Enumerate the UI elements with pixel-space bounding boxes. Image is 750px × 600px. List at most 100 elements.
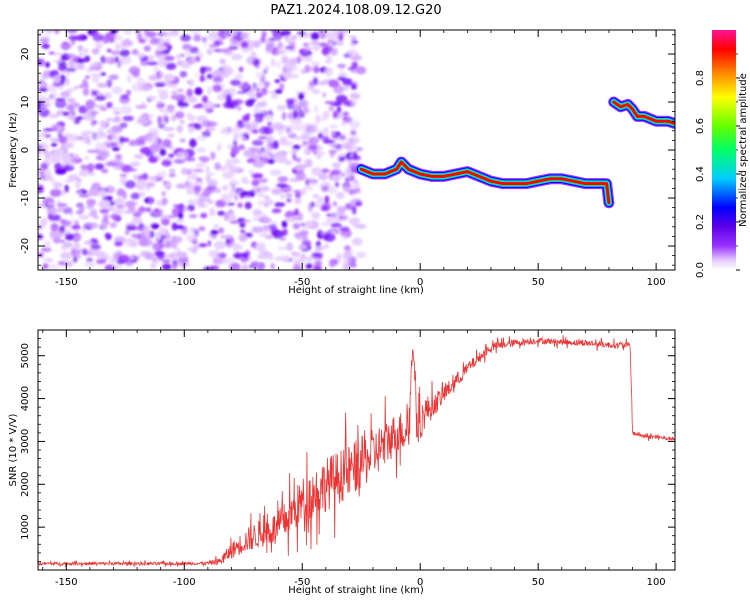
noise-speckle xyxy=(94,104,106,108)
noise-speckle xyxy=(197,117,204,123)
noise-speckle xyxy=(318,42,329,48)
noise-speckle xyxy=(139,60,150,66)
noise-speckle xyxy=(140,205,145,214)
noise-speckle xyxy=(355,66,367,75)
noise-speckle xyxy=(319,183,324,188)
noise-speckle xyxy=(110,213,120,220)
noise-speckle xyxy=(52,128,57,132)
noise-speckle xyxy=(64,179,75,183)
noise-speckle xyxy=(310,32,320,41)
noise-speckle xyxy=(320,32,326,40)
noise-speckle xyxy=(156,172,161,178)
noise-speckle xyxy=(40,162,49,171)
noise-speckle xyxy=(135,104,148,109)
noise-speckle xyxy=(45,61,50,68)
noise-speckle xyxy=(93,215,99,220)
noise-speckle xyxy=(299,143,306,148)
noise-speckle xyxy=(159,148,167,157)
noise-speckle xyxy=(113,111,122,115)
noise-speckle xyxy=(325,217,334,222)
figure-title: PAZ1.2024.108.09.12.G20 xyxy=(270,3,441,18)
noise-speckle xyxy=(115,142,125,148)
noise-speckle xyxy=(317,132,324,140)
noise-speckle xyxy=(60,91,71,98)
noise-speckle xyxy=(292,148,298,155)
noise-speckle xyxy=(137,33,143,40)
noise-speckle xyxy=(134,255,140,260)
noise-speckle xyxy=(117,208,127,216)
noise-speckle xyxy=(153,65,159,74)
noise-speckle xyxy=(348,137,354,143)
noise-speckle xyxy=(181,167,189,175)
noise-speckle xyxy=(349,42,357,48)
noise-speckle xyxy=(124,200,136,208)
noise-speckle xyxy=(168,173,176,178)
noise-speckle xyxy=(106,48,112,53)
noise-speckle xyxy=(155,231,162,241)
noise-speckle xyxy=(295,233,302,239)
noise-speckle xyxy=(40,218,48,227)
noise-speckle xyxy=(54,30,60,34)
noise-speckle xyxy=(154,50,164,56)
noise-speckle xyxy=(64,184,69,193)
noise-speckle xyxy=(214,240,226,250)
noise-speckle xyxy=(206,48,214,55)
noise-speckle xyxy=(54,162,62,171)
noise-speckle xyxy=(119,122,128,129)
noise-speckle xyxy=(114,241,123,247)
noise-speckle xyxy=(298,34,310,39)
noise-speckle xyxy=(152,242,159,251)
snr-ytick-label: 4000 xyxy=(20,386,31,411)
noise-speckle xyxy=(230,158,241,164)
noise-speckle xyxy=(354,187,361,194)
noise-speckle xyxy=(179,138,186,143)
snr-panel: -150 -100 -50 0 50 100 1000 2000 3000 4000 5000 He… xyxy=(8,329,676,596)
noise-speckle xyxy=(349,120,361,129)
noise-speckle xyxy=(252,82,257,89)
noise-speckle xyxy=(220,252,226,261)
noise-speckle xyxy=(73,243,81,250)
noise-speckle xyxy=(225,94,232,103)
noise-speckle xyxy=(162,138,172,148)
noise-speckle xyxy=(89,66,101,71)
noise-speckle xyxy=(198,226,206,232)
noise-speckle xyxy=(315,114,321,124)
noise-speckle xyxy=(194,87,203,96)
noise-speckle xyxy=(259,185,270,192)
noise-speckle xyxy=(125,222,138,227)
noise-speckle xyxy=(158,91,169,100)
noise-speckle xyxy=(70,247,77,257)
noise-speckle xyxy=(223,196,228,201)
noise-speckle xyxy=(148,114,154,119)
noise-speckle xyxy=(302,122,313,127)
noise-speckle xyxy=(62,220,72,227)
noise-speckle xyxy=(118,45,126,50)
noise-speckle xyxy=(62,207,73,214)
noise-speckle xyxy=(230,36,243,40)
noise-speckle xyxy=(154,208,160,213)
noise-speckle xyxy=(238,66,244,73)
noise-speckle xyxy=(343,186,351,193)
noise-speckle xyxy=(193,104,198,109)
noise-speckle xyxy=(165,62,177,70)
noise-speckle xyxy=(110,107,121,111)
noise-speckle xyxy=(161,197,168,206)
noise-speckle xyxy=(112,263,124,269)
noise-speckle xyxy=(264,199,274,206)
noise-speckle xyxy=(294,198,302,205)
noise-speckle xyxy=(45,169,52,177)
noise-speckle xyxy=(45,30,55,34)
noise-speckle xyxy=(38,94,46,101)
noise-speckle xyxy=(329,79,334,86)
noise-speckle xyxy=(130,161,141,167)
noise-speckle xyxy=(248,169,255,175)
noise-speckle xyxy=(296,31,307,35)
noise-speckle xyxy=(213,249,220,255)
noise-speckle xyxy=(308,136,320,145)
noise-speckle xyxy=(134,74,139,79)
noise-speckle xyxy=(40,72,49,80)
noise-speckle xyxy=(339,216,349,220)
noise-speckle xyxy=(83,240,95,245)
noise-speckle xyxy=(275,61,282,68)
noise-speckle xyxy=(293,252,300,258)
